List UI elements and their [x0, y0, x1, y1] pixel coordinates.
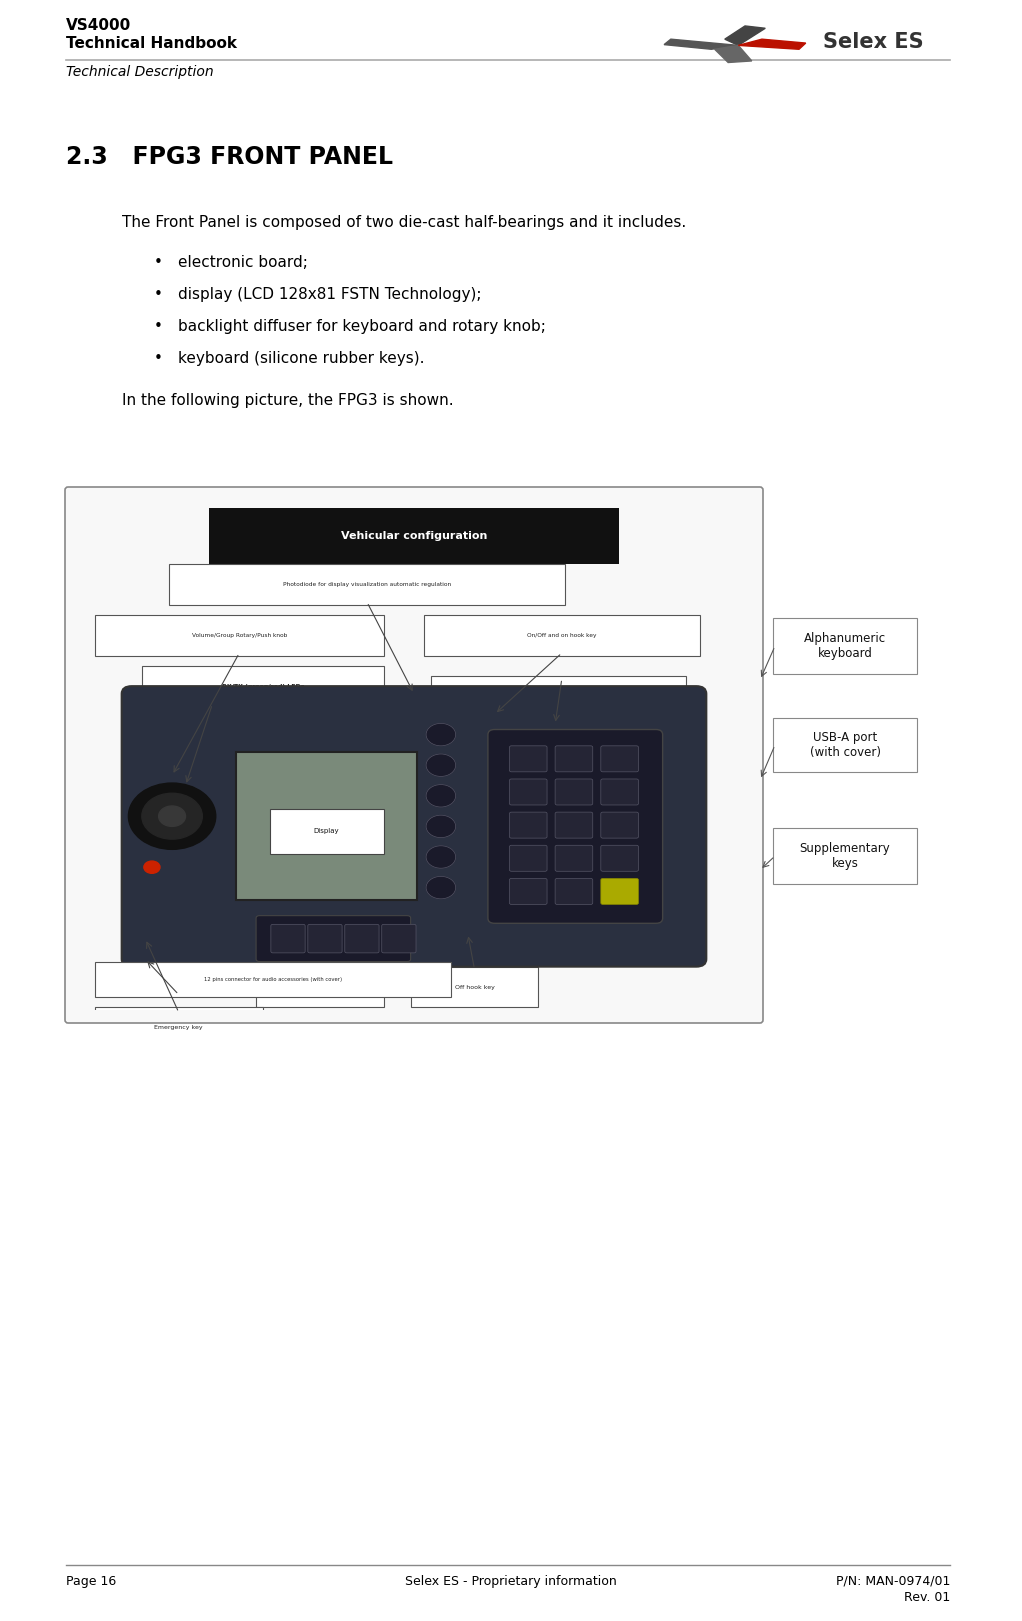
Text: 2.3   FPG3 FRONT PANEL: 2.3 FPG3 FRONT PANEL	[66, 144, 393, 169]
FancyBboxPatch shape	[431, 676, 686, 716]
Text: Display: Display	[314, 828, 339, 835]
Text: On/Off and on hook key: On/Off and on hook key	[527, 632, 597, 637]
Text: Vehicular configuration: Vehicular configuration	[340, 530, 487, 541]
FancyBboxPatch shape	[601, 780, 639, 806]
Text: Supplementary
keys: Supplementary keys	[799, 841, 890, 870]
FancyBboxPatch shape	[95, 961, 451, 997]
FancyBboxPatch shape	[509, 812, 547, 838]
FancyBboxPatch shape	[509, 879, 547, 905]
Text: Menu navigation keys: Menu navigation keys	[522, 694, 595, 699]
Text: •: •	[153, 319, 162, 334]
FancyBboxPatch shape	[555, 780, 593, 806]
Text: 12 pins connector for audio accessories (with cover): 12 pins connector for audio accessories …	[203, 977, 342, 982]
Text: Emergency key: Emergency key	[154, 1026, 203, 1031]
FancyBboxPatch shape	[773, 618, 917, 674]
Circle shape	[158, 806, 186, 827]
FancyBboxPatch shape	[487, 729, 662, 924]
FancyBboxPatch shape	[257, 916, 411, 961]
Text: RX/TX (green/red) LEDs: RX/TX (green/red) LEDs	[222, 684, 305, 689]
FancyBboxPatch shape	[236, 752, 417, 900]
Polygon shape	[725, 26, 765, 45]
Text: •: •	[153, 254, 162, 271]
FancyBboxPatch shape	[509, 845, 547, 870]
Text: Technical Description: Technical Description	[66, 65, 214, 79]
Text: Photodiode for display visualization automatic regulation: Photodiode for display visualization aut…	[283, 582, 451, 587]
FancyBboxPatch shape	[555, 812, 593, 838]
Circle shape	[142, 793, 202, 840]
Text: USB-A port
(with cover): USB-A port (with cover)	[809, 731, 881, 759]
FancyBboxPatch shape	[65, 486, 763, 1023]
FancyBboxPatch shape	[308, 924, 342, 953]
FancyBboxPatch shape	[601, 746, 639, 772]
Polygon shape	[738, 39, 805, 49]
FancyBboxPatch shape	[773, 828, 917, 883]
Polygon shape	[664, 39, 738, 49]
Text: Rev. 01: Rev. 01	[903, 1590, 950, 1605]
Circle shape	[144, 861, 160, 874]
Circle shape	[426, 846, 456, 869]
Text: backlight diffuser for keyboard and rotary knob;: backlight diffuser for keyboard and rota…	[178, 319, 546, 334]
Text: Alphanumeric
keyboard: Alphanumeric keyboard	[804, 632, 886, 660]
FancyBboxPatch shape	[509, 746, 547, 772]
Text: VS4000: VS4000	[66, 18, 131, 32]
FancyBboxPatch shape	[122, 686, 706, 966]
FancyBboxPatch shape	[555, 746, 593, 772]
FancyBboxPatch shape	[601, 879, 639, 905]
Polygon shape	[714, 45, 752, 63]
FancyBboxPatch shape	[773, 718, 917, 772]
Text: Page 16: Page 16	[66, 1576, 117, 1589]
Text: display (LCD 128x81 FSTN Technology);: display (LCD 128x81 FSTN Technology);	[178, 287, 481, 302]
FancyBboxPatch shape	[382, 924, 416, 953]
Text: •: •	[153, 287, 162, 302]
Circle shape	[426, 815, 456, 838]
Circle shape	[426, 723, 456, 746]
FancyBboxPatch shape	[411, 966, 539, 1007]
FancyBboxPatch shape	[601, 812, 639, 838]
FancyBboxPatch shape	[257, 966, 383, 1007]
FancyBboxPatch shape	[142, 666, 383, 707]
Text: Off hook key: Off hook key	[455, 984, 495, 989]
FancyBboxPatch shape	[555, 879, 593, 905]
Text: keyboard (silicone rubber keys).: keyboard (silicone rubber keys).	[178, 352, 424, 366]
Text: P/N: MAN-0974/01: P/N: MAN-0974/01	[836, 1576, 950, 1589]
Text: Function keys: Function keys	[298, 984, 341, 989]
FancyBboxPatch shape	[344, 924, 379, 953]
Text: electronic board;: electronic board;	[178, 254, 308, 271]
Text: •: •	[153, 352, 162, 366]
Text: In the following picture, the FPG3 is shown.: In the following picture, the FPG3 is sh…	[122, 392, 454, 408]
FancyBboxPatch shape	[271, 924, 306, 953]
Text: The Front Panel is composed of two die-cast half-bearings and it includes.: The Front Panel is composed of two die-c…	[122, 216, 686, 230]
FancyBboxPatch shape	[270, 809, 383, 854]
FancyBboxPatch shape	[210, 507, 619, 564]
FancyBboxPatch shape	[95, 614, 383, 655]
FancyBboxPatch shape	[555, 845, 593, 870]
Text: Technical Handbook: Technical Handbook	[66, 36, 237, 50]
Circle shape	[426, 754, 456, 776]
Text: Selex ES: Selex ES	[823, 32, 923, 52]
FancyBboxPatch shape	[169, 564, 565, 605]
Text: Volume/Group Rotary/Push knob: Volume/Group Rotary/Push knob	[191, 632, 287, 637]
FancyBboxPatch shape	[95, 1007, 263, 1049]
FancyBboxPatch shape	[424, 614, 700, 655]
Circle shape	[426, 785, 456, 807]
FancyBboxPatch shape	[601, 845, 639, 870]
Circle shape	[426, 877, 456, 898]
Text: Selex ES - Proprietary information: Selex ES - Proprietary information	[405, 1576, 617, 1589]
FancyBboxPatch shape	[509, 780, 547, 806]
Circle shape	[129, 783, 216, 849]
